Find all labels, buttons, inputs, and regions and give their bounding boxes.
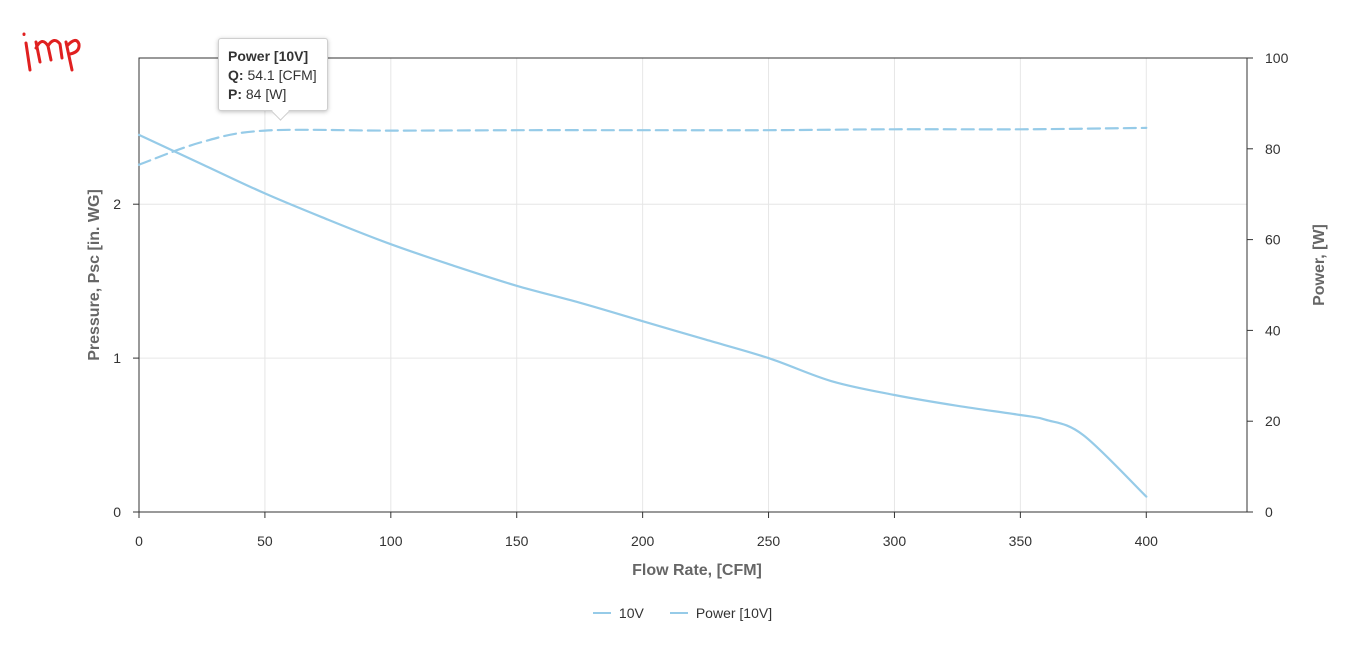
series-lines: [137, 126, 1148, 498]
plot-area-border: [138, 57, 1248, 513]
data-tooltip: Power [10V] Q: 54.1 [CFM] P: 84 [W]: [218, 38, 328, 121]
tooltip-row-p: P: 84 [W]: [228, 85, 317, 104]
tooltip-p-value: 84 [W]: [245, 86, 287, 102]
y2-tick-label: 80: [1265, 141, 1281, 157]
x-tick-label: 100: [379, 533, 403, 549]
imp-logo: [22, 32, 81, 72]
x-tick-label: 350: [1009, 533, 1033, 549]
x-tick-label: 0: [135, 533, 143, 549]
legend-item-10v[interactable]: 10V: [592, 605, 644, 621]
tooltip-row-q: Q: 54.1 [CFM]: [228, 66, 317, 85]
x-tick-label: 50: [257, 533, 273, 549]
y2-tick-label: 40: [1265, 322, 1281, 338]
x-axis-title: Flow Rate, [CFM]: [632, 562, 762, 579]
series-line-power-10v[interactable]: [137, 126, 1148, 166]
grid-lines: [138, 58, 1247, 513]
legend-swatch-power-10v: [669, 612, 688, 614]
x-tick-label: 150: [505, 533, 529, 549]
y2-tick-label: 20: [1265, 413, 1281, 429]
legend-swatch-10v: [592, 612, 611, 614]
x-tick-label: 250: [757, 533, 781, 549]
tooltip-q-key: Q:: [228, 67, 244, 83]
logo-text-mark: [22, 32, 81, 72]
y2-tick-label: 0: [1265, 504, 1273, 520]
legend-label-power-10v: Power [10V]: [695, 605, 773, 621]
x-axis-ticks: 0 50 100 150 200 250 300 350 400: [135, 512, 1158, 549]
chart-legend: 10V Power [10V]: [0, 605, 1365, 621]
y2-tick-label: 60: [1265, 232, 1281, 248]
x-tick-label: 400: [1135, 533, 1159, 549]
y-tick-label: 0: [113, 504, 121, 520]
legend-item-power-10v[interactable]: Power [10V]: [669, 605, 773, 621]
legend-label-10v: 10V: [618, 605, 644, 621]
x-tick-label: 200: [631, 533, 655, 549]
series-line-10v[interactable]: [137, 133, 1148, 498]
x-tick-label: 300: [883, 533, 907, 549]
y-axis-title: Pressure, Psc [in. WG]: [86, 189, 103, 361]
y-axis-ticks: 0 1 2: [113, 196, 139, 520]
y-tick-label: 1: [113, 350, 121, 366]
y2-tick-label: 100: [1265, 50, 1289, 66]
tooltip-p-key: P:: [228, 86, 242, 102]
y-tick-label: 2: [113, 196, 121, 212]
tooltip-title: Power [10V]: [228, 48, 309, 64]
tooltip-q-value: 54.1 [CFM]: [247, 67, 317, 83]
y2-axis-ticks: 0 20 40 60 80 100: [1247, 50, 1289, 520]
y2-axis-title: Power, [W]: [1311, 224, 1328, 306]
